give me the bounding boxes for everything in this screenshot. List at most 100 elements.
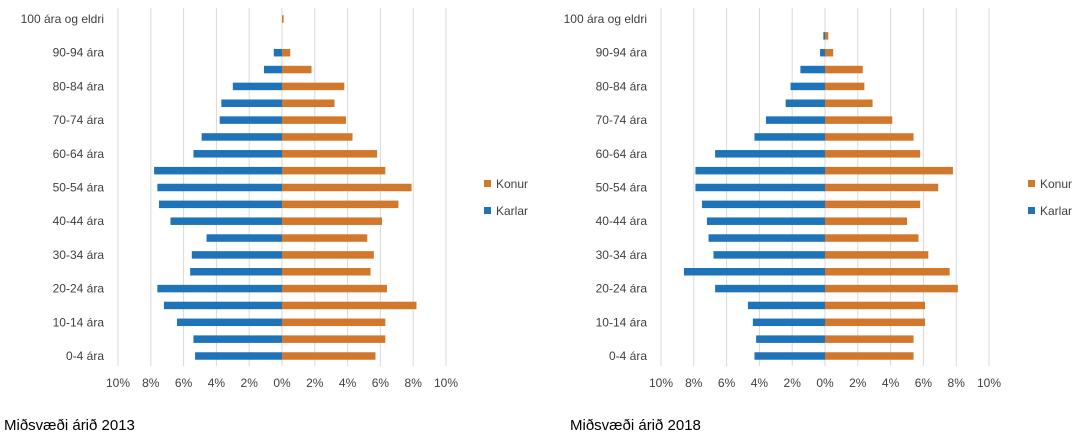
- x-tick-label: 0%: [273, 376, 291, 390]
- bar-konur: [825, 99, 873, 107]
- bar-konur: [825, 65, 863, 74]
- bar-karlar: [195, 352, 282, 360]
- category-label: 100 ára og eldri: [564, 12, 647, 26]
- bar-konur: [282, 217, 383, 225]
- x-tick-label: 10%: [106, 376, 130, 390]
- bar-konur: [282, 335, 386, 343]
- legend-label-karlar: Karlar: [496, 204, 528, 218]
- x-tick-label: 2%: [306, 376, 324, 390]
- legend-swatch-karlar: [484, 207, 491, 214]
- category-label: 0-4 ára: [609, 349, 647, 363]
- x-tick-label: 6%: [915, 376, 933, 390]
- bar-konur: [282, 301, 417, 310]
- bar-karlar: [706, 217, 825, 225]
- x-tick-label: 4%: [208, 376, 226, 390]
- bar-konur: [825, 200, 921, 209]
- bar-konur: [282, 251, 374, 259]
- bar-konur: [282, 133, 353, 141]
- bar-karlar: [157, 284, 282, 293]
- bar-karlar: [191, 251, 282, 259]
- bar-konur: [282, 15, 284, 23]
- bar-karlar: [756, 335, 825, 343]
- bar-konur: [825, 183, 939, 192]
- category-label: 10-14 ára: [596, 315, 648, 329]
- bar-konur: [825, 166, 953, 175]
- x-tick-label: 8%: [142, 376, 160, 390]
- bar-karlar: [820, 48, 825, 57]
- chart-caption-2018: Miðsvæði árið 2018: [570, 417, 701, 434]
- bar-konur: [282, 99, 335, 107]
- x-tick-label: 8%: [405, 376, 423, 390]
- category-label: 90-94 ára: [53, 46, 105, 60]
- bar-konur: [825, 301, 926, 310]
- bar-konur: [282, 352, 376, 360]
- bar-karlar: [157, 183, 282, 192]
- bar-karlar: [754, 352, 825, 360]
- bar-karlar: [754, 133, 825, 141]
- bar-konur: [825, 284, 958, 293]
- bar-karlar: [221, 99, 282, 107]
- bar-karlar: [702, 200, 825, 209]
- x-tick-label: 2%: [241, 376, 259, 390]
- bar-karlar: [193, 150, 282, 158]
- bar-konur: [825, 133, 914, 141]
- category-label: 20-24 ára: [53, 282, 105, 296]
- category-label: 30-34 ára: [53, 248, 105, 262]
- bar-karlar: [708, 234, 825, 242]
- bar-karlar: [747, 301, 825, 310]
- bar-karlar: [752, 318, 825, 327]
- category-label: 10-14 ára: [53, 315, 105, 329]
- bar-karlar: [159, 200, 282, 209]
- x-tick-label: 6%: [372, 376, 390, 390]
- x-tick-label: 0%: [816, 376, 834, 390]
- bar-konur: [825, 32, 829, 40]
- bar-konur: [825, 82, 865, 91]
- bar-karlar: [154, 166, 282, 175]
- category-label: 90-94 ára: [596, 46, 648, 60]
- x-tick-label: 10%: [977, 376, 1001, 390]
- bar-konur: [825, 150, 921, 158]
- legend-swatch-konur: [1028, 180, 1035, 187]
- legend-swatch-konur: [484, 180, 491, 187]
- category-label: 0-4 ára: [66, 349, 104, 363]
- x-tick-label: 8%: [685, 376, 703, 390]
- bar-karlar: [201, 133, 282, 141]
- bar-konur: [282, 318, 386, 327]
- bar-konur: [282, 166, 386, 175]
- bar-karlar: [713, 251, 825, 259]
- bar-karlar: [790, 82, 825, 91]
- bar-karlar: [765, 116, 825, 124]
- pyramid-panel-2018: 10% 8% 6% 4% 2% 0% 2% 4% 6% 8% 10% 0-4 ára 10-14 ára…: [540, 0, 1080, 439]
- bar-konur: [825, 318, 926, 327]
- bar-karlar: [715, 284, 825, 293]
- legend-label-konur: Konur: [1040, 177, 1072, 191]
- bar-konur: [282, 284, 387, 293]
- bar-konur: [282, 65, 312, 74]
- x-tick-label: 8%: [948, 376, 966, 390]
- x-tick-label: 6%: [175, 376, 193, 390]
- category-label: 80-84 ára: [596, 79, 648, 93]
- bar-karlar: [232, 82, 282, 91]
- category-label: 70-74 ára: [596, 113, 648, 127]
- category-label: 20-24 ára: [596, 282, 648, 296]
- bar-konur: [825, 116, 893, 124]
- chart-caption-2013: Miðsvæði árið 2013: [4, 417, 135, 434]
- category-label: 60-64 ára: [53, 147, 105, 161]
- x-tick-label: 2%: [784, 376, 802, 390]
- category-label: 50-54 ára: [596, 181, 648, 195]
- bar-konur: [282, 234, 368, 242]
- bar-konur: [282, 268, 371, 276]
- bar-karlar: [695, 183, 825, 192]
- bar-konur: [825, 352, 914, 360]
- bar-konur: [282, 150, 378, 158]
- category-label: 80-84 ára: [53, 79, 105, 93]
- x-tick-label: 6%: [718, 376, 736, 390]
- bar-karlar: [170, 217, 282, 225]
- bar-karlar: [177, 318, 282, 327]
- x-tick-label: 10%: [649, 376, 673, 390]
- category-label: 100 ára og eldri: [21, 12, 104, 26]
- bar-karlar: [206, 234, 282, 242]
- x-tick-label: 4%: [882, 376, 900, 390]
- bar-karlar: [823, 32, 825, 40]
